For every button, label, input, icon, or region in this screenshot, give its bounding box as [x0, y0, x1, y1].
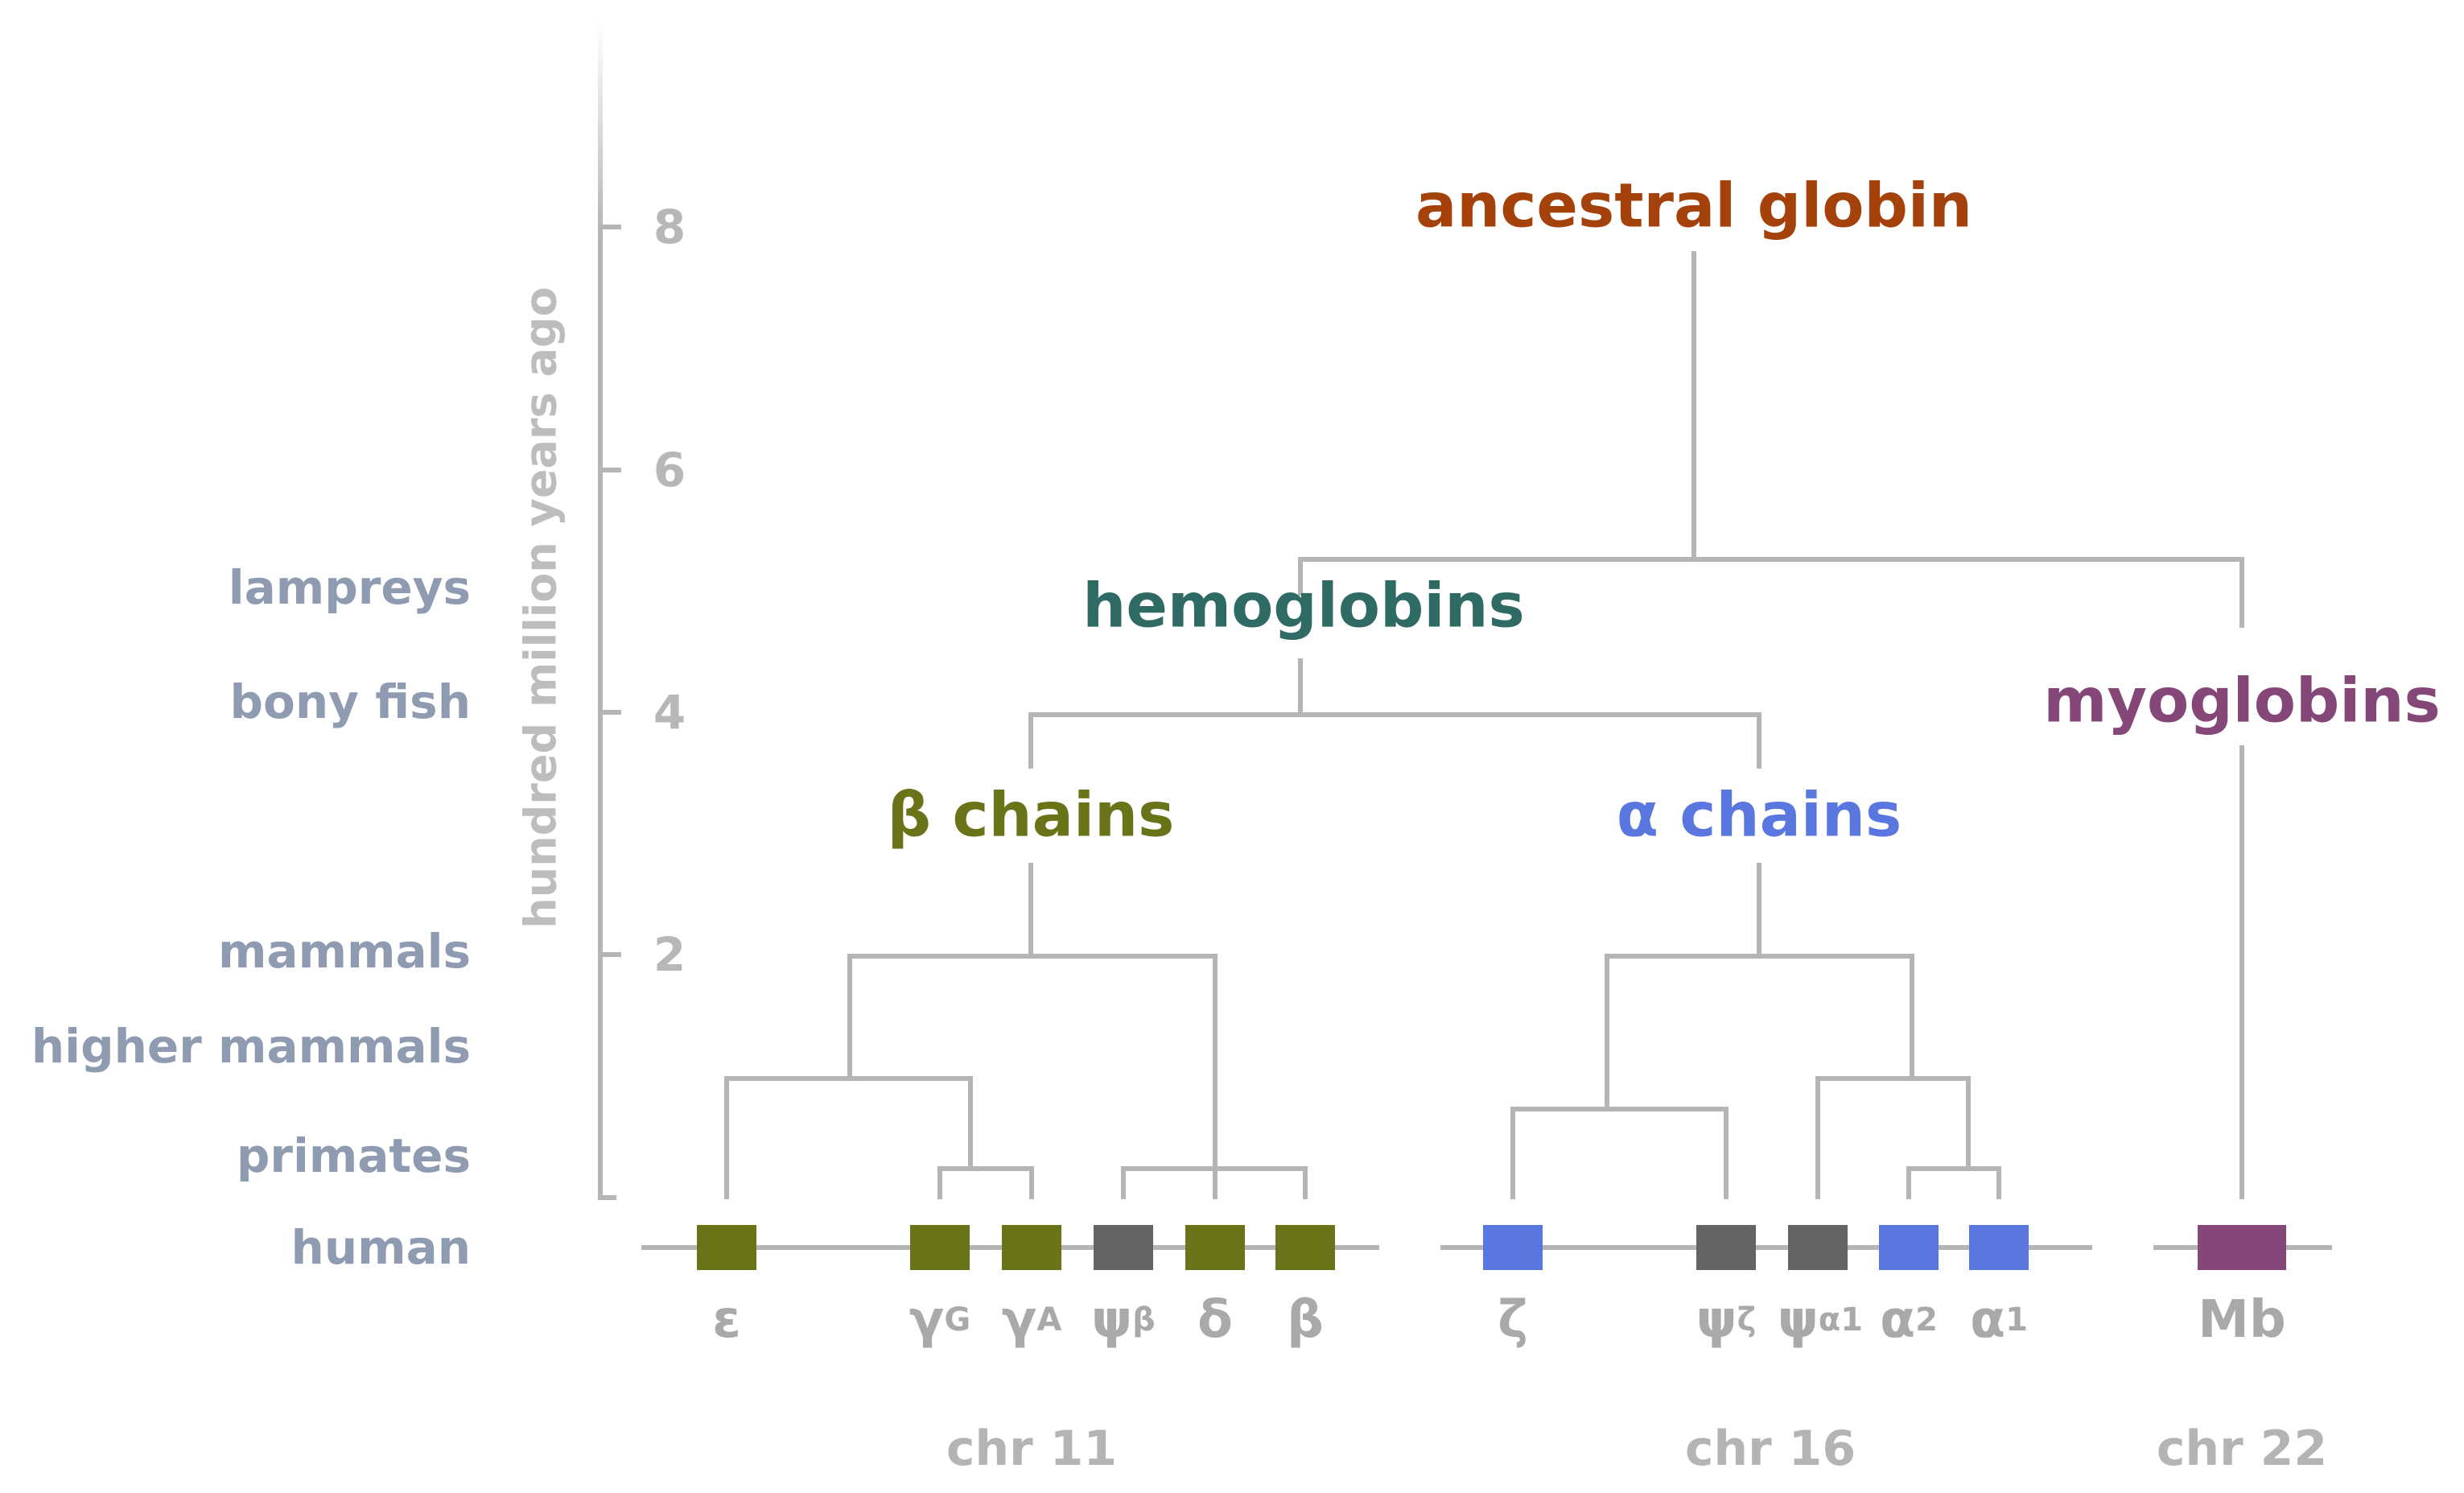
branch-zeta-split [1510, 1107, 1729, 1199]
gene-box-epsilon [697, 1225, 756, 1270]
gene-label-psi-alpha1: ψα1 [1778, 1290, 1863, 1350]
group-label-alpha-chains: α chains [1617, 779, 1902, 851]
gene-label-mb: Mb [2198, 1290, 2286, 1350]
gene-label-epsilon: ε [712, 1290, 741, 1350]
era-label-higher-mammals: higher mammals [31, 1019, 471, 1074]
gene-box-zeta [1483, 1225, 1543, 1270]
era-label-human: human [291, 1220, 471, 1275]
gene-box-gamma-a [1002, 1225, 1061, 1270]
gene-box-psi-alpha1 [1788, 1225, 1848, 1270]
tick-label-8: 8 [653, 200, 686, 254]
branch-psi-alpha-split [1815, 1076, 1971, 1199]
group-label-myoglobins: myoglobins [2043, 665, 2440, 736]
tree-branches [724, 251, 2244, 1199]
branch-gamma-split [937, 1166, 1034, 1199]
branch-hemoglobin-split [1028, 712, 1761, 769]
gene-box-delta [1185, 1225, 1245, 1270]
axis-line [598, 23, 616, 1200]
era-labels: lampreys bony fish mammals higher mammal… [31, 560, 471, 1275]
group-label-ancestral-globin: ancestral globin [1415, 170, 1972, 241]
gene-box-psi-zeta [1696, 1225, 1756, 1270]
group-label-hemoglobins: hemoglobins [1082, 570, 1525, 641]
group-label-beta-chains: β chains [888, 779, 1175, 851]
chromosome-label-chr16: chr 16 [1685, 1421, 1856, 1477]
era-label-lampreys: lampreys [229, 560, 471, 615]
gene-box-beta [1275, 1225, 1335, 1270]
chromosome-labels: chr 11 chr 16 chr 22 [946, 1421, 2327, 1477]
group-labels: ancestral globin hemoglobins myoglobins … [888, 170, 2441, 851]
gene-label-psi-beta: ψβ [1091, 1290, 1155, 1350]
branch-beta-split [847, 954, 1218, 1199]
time-axis: 2 4 6 8 hundred million years ago [516, 23, 686, 1200]
gene-label-psi-zeta: ψζ [1696, 1290, 1756, 1350]
branch-alpha-split [1605, 954, 1914, 1109]
era-label-bony-fish: bony fish [230, 674, 471, 729]
gene-boxes [697, 1225, 2286, 1270]
gene-label-gamma-a: γA [1002, 1290, 1062, 1350]
era-label-primates: primates [237, 1128, 471, 1183]
branch-psi-beta-split [1121, 1166, 1308, 1199]
gene-box-alpha1 [1969, 1225, 2029, 1270]
gene-box-gamma-g [910, 1225, 970, 1270]
gene-box-psi-beta [1094, 1225, 1153, 1270]
gene-label-beta: β [1287, 1290, 1324, 1350]
gene-label-gamma-g: γG [909, 1290, 970, 1350]
chromosome-label-chr11: chr 11 [946, 1421, 1117, 1477]
gene-box-alpha2 [1879, 1225, 1939, 1270]
gene-labels: ε γG γA ψβ δ β ζ ψζ ψα1 α2 α1 Mb [712, 1290, 2286, 1350]
gene-label-alpha1: α1 [1970, 1290, 2028, 1350]
branch-alpha12-split [1906, 1166, 2001, 1199]
chromosome-label-chr22: chr 22 [2157, 1421, 2327, 1477]
gene-box-mb [2198, 1225, 2286, 1270]
gene-label-delta: δ [1197, 1290, 1233, 1350]
axis-title: hundred million years ago [516, 287, 567, 928]
gene-label-alpha2: α2 [1880, 1290, 1938, 1350]
tick-label-6: 6 [653, 443, 686, 497]
era-label-mammals: mammals [218, 924, 471, 979]
gene-label-zeta: ζ [1498, 1290, 1528, 1350]
tick-label-2: 2 [653, 927, 686, 982]
branch-ancestral-split [1298, 557, 2244, 628]
branch-epsilon-gamma-split [724, 1076, 973, 1199]
tick-label-4: 4 [653, 685, 686, 740]
